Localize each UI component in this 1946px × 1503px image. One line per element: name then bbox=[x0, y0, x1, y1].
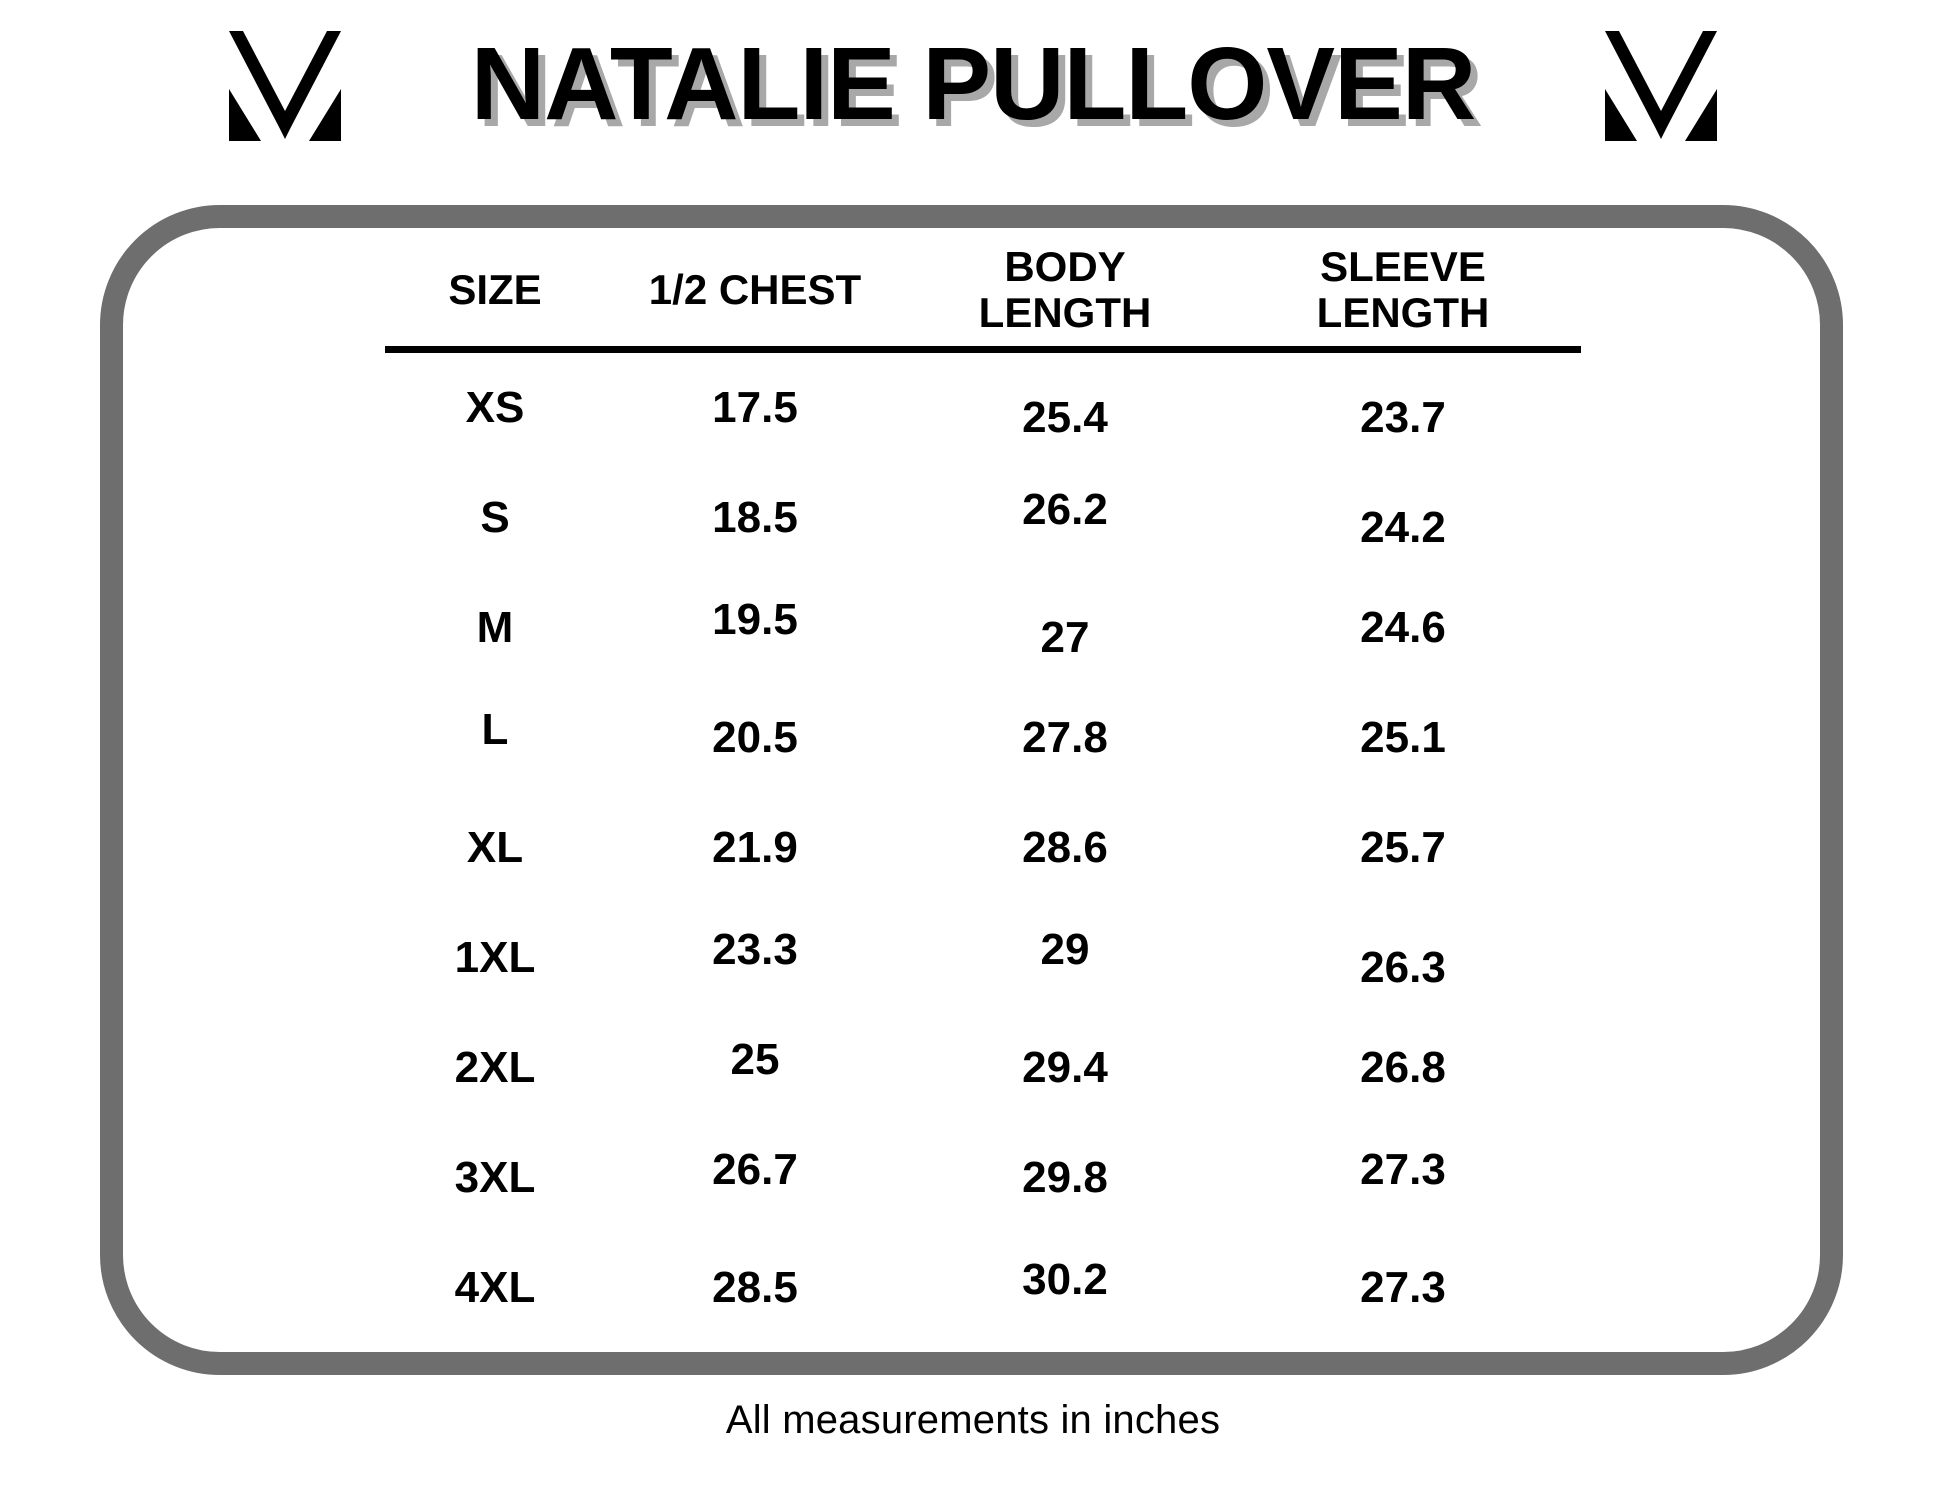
cell-body-length: 28.6 bbox=[1022, 823, 1108, 872]
cell-body-length: 30.2 bbox=[1022, 1255, 1108, 1304]
table-row: L 20.5 27.8 25.1 bbox=[385, 683, 1581, 793]
page-title: NATALIE PULLOVER bbox=[470, 25, 1476, 141]
cell-size: 1XL bbox=[454, 933, 536, 982]
cell-half-chest: 17.5 bbox=[712, 383, 798, 432]
cell-body-length: 25.4 bbox=[1022, 393, 1108, 442]
cell-sleeve-length: 26.8 bbox=[1360, 1043, 1446, 1092]
cell-size: 4XL bbox=[454, 1263, 536, 1312]
column-header-body-length-line2: LENGTH bbox=[978, 289, 1152, 336]
cell-body-length: 29.8 bbox=[1022, 1153, 1108, 1202]
cell-half-chest: 23.3 bbox=[712, 925, 798, 974]
cell-half-chest: 18.5 bbox=[712, 493, 798, 542]
brand-logo-left-icon bbox=[228, 31, 341, 141]
size-chart-table: SIZE 1/2 CHEST BODY LENGTH SLEEVE LENGTH… bbox=[385, 240, 1581, 1343]
cell-body-length: 29 bbox=[1040, 925, 1090, 974]
cell-half-chest: 21.9 bbox=[712, 823, 798, 872]
cell-sleeve-length: 25.7 bbox=[1360, 823, 1446, 872]
cell-sleeve-length: 24.6 bbox=[1360, 603, 1446, 652]
table-header: SIZE 1/2 CHEST BODY LENGTH SLEEVE LENGTH bbox=[385, 240, 1581, 350]
cell-sleeve-length: 27.3 bbox=[1360, 1145, 1446, 1194]
cell-body-length: 27.8 bbox=[1022, 713, 1108, 762]
cell-body-length: 26.2 bbox=[1022, 485, 1108, 534]
cell-half-chest: 19.5 bbox=[712, 595, 798, 644]
cell-size: M bbox=[476, 603, 514, 652]
column-header-sleeve-length-line1: SLEEVE bbox=[1320, 242, 1486, 290]
size-chart-frame bbox=[100, 205, 1843, 1375]
table-row: M 19.5 27 24.6 bbox=[385, 573, 1581, 683]
table-body: XS 17.5 25.4 23.7 S 18.5 26.2 24.2 M 19.… bbox=[385, 350, 1581, 1344]
brand-logo-right-icon bbox=[1605, 31, 1718, 141]
cell-size: L bbox=[481, 705, 509, 754]
column-header-body-length-line1: BODY bbox=[1004, 242, 1126, 290]
cell-body-length: 29.4 bbox=[1022, 1043, 1108, 1092]
column-header-size: SIZE bbox=[448, 265, 542, 313]
cell-body-length: 27 bbox=[1040, 613, 1090, 662]
table-row: XS 17.5 25.4 23.7 bbox=[385, 350, 1581, 464]
measurements-note: All measurements in inches bbox=[725, 1398, 1221, 1442]
table-header-row: SIZE 1/2 CHEST BODY LENGTH SLEEVE LENGTH bbox=[385, 240, 1581, 350]
cell-size: 2XL bbox=[454, 1043, 536, 1092]
column-header-half-chest: 1/2 CHEST bbox=[648, 265, 862, 313]
cell-half-chest: 20.5 bbox=[712, 713, 798, 762]
table-row: 2XL 25 29.4 26.8 bbox=[385, 1013, 1581, 1123]
table-row: 3XL 26.7 29.8 27.3 bbox=[385, 1123, 1581, 1233]
column-header-body-length: BODY LENGTH bbox=[905, 240, 1225, 350]
cell-sleeve-length: 25.1 bbox=[1360, 713, 1446, 762]
cell-half-chest: 26.7 bbox=[712, 1145, 798, 1194]
cell-sleeve-length: 24.2 bbox=[1360, 503, 1446, 552]
size-chart-table-container: SIZE 1/2 CHEST BODY LENGTH SLEEVE LENGTH… bbox=[385, 240, 1581, 1343]
column-header-sleeve-length-line2: LENGTH bbox=[1316, 289, 1490, 336]
table-row: 4XL 28.5 30.2 27.3 bbox=[385, 1233, 1581, 1343]
cell-sleeve-length: 27.3 bbox=[1360, 1263, 1446, 1312]
cell-size: 3XL bbox=[454, 1153, 536, 1202]
table-row: XL 21.9 28.6 25.7 bbox=[385, 793, 1581, 903]
cell-half-chest: 28.5 bbox=[712, 1263, 798, 1312]
cell-half-chest: 25 bbox=[730, 1035, 780, 1084]
column-header-sleeve-length: SLEEVE LENGTH bbox=[1225, 240, 1581, 350]
cell-size: XL bbox=[466, 823, 524, 872]
table-row: S 18.5 26.2 24.2 bbox=[385, 463, 1581, 573]
cell-sleeve-length: 26.3 bbox=[1360, 943, 1446, 992]
table-row: 1XL 23.3 29 26.3 bbox=[385, 903, 1581, 1013]
cell-size: XS bbox=[465, 383, 525, 432]
cell-size: S bbox=[480, 493, 510, 542]
page-header: NATALIE PULLOVER bbox=[0, 0, 1946, 172]
cell-sleeve-length: 23.7 bbox=[1360, 393, 1446, 442]
